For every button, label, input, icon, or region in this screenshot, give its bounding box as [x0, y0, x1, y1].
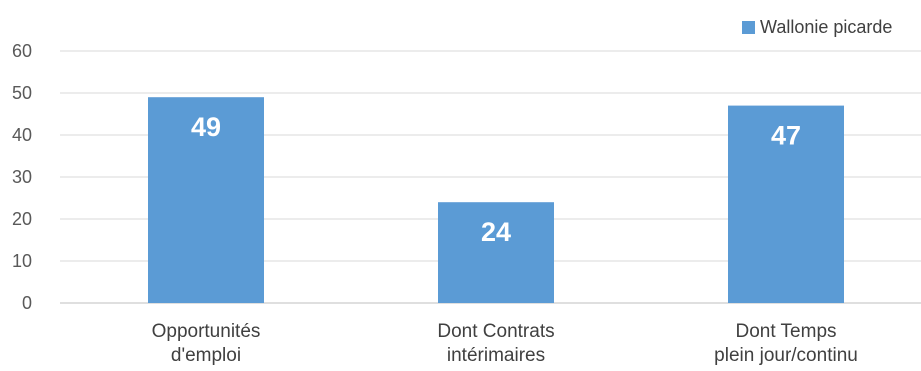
y-tick-label: 50: [12, 83, 32, 103]
x-category-label: Dont Temps: [735, 321, 836, 342]
x-category-label: Dont Contrats: [437, 321, 554, 342]
legend-swatch: [742, 21, 755, 34]
data-label: 49: [191, 112, 221, 142]
data-label: 24: [481, 217, 511, 247]
y-tick-label: 30: [12, 167, 32, 187]
bar-1[interactable]: [148, 97, 264, 303]
bar-2[interactable]: [438, 202, 554, 303]
x-category-label: intérimaires: [447, 345, 545, 366]
legend-label: Wallonie picarde: [760, 17, 892, 37]
bar-3[interactable]: [728, 105, 844, 303]
y-tick-label: 0: [22, 293, 32, 313]
y-tick-label: 10: [12, 251, 32, 271]
y-tick-label: 60: [12, 41, 32, 61]
data-label: 47: [771, 121, 801, 151]
y-tick-label: 20: [12, 209, 32, 229]
x-category-label: plein jour/continu: [714, 345, 858, 366]
x-category-label: Opportunités: [152, 321, 261, 342]
x-category-label: d'emploi: [171, 345, 241, 366]
y-tick-label: 40: [12, 125, 32, 145]
